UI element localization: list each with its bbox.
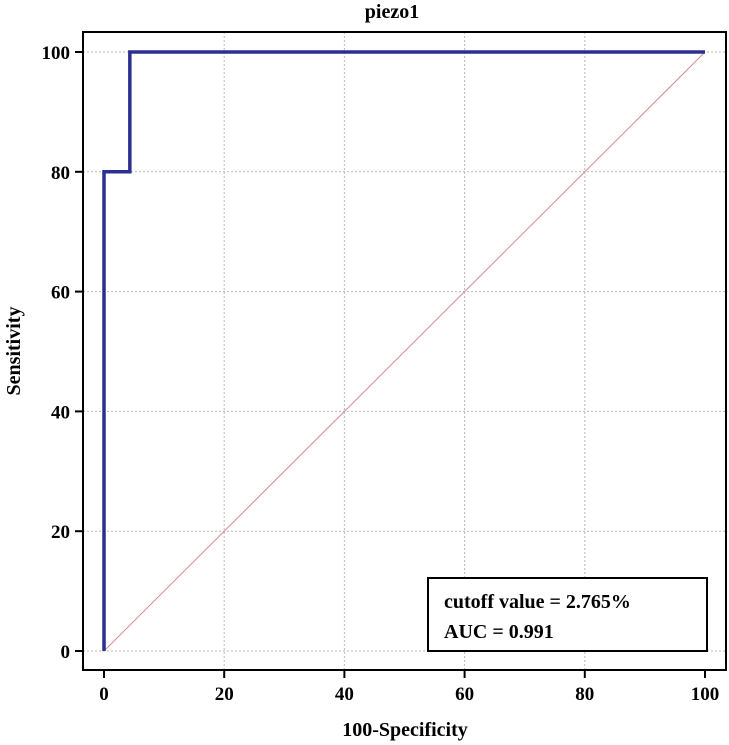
roc-curve-layer xyxy=(102,50,705,651)
reference-diagonal-line xyxy=(103,51,706,652)
x-tick-label-100: 100 xyxy=(691,684,720,705)
y-ticks: 0 20 40 60 80 100 xyxy=(42,43,83,663)
auc-annotation: AUC = 0.991 xyxy=(444,621,554,643)
y-tick-label-20: 20 xyxy=(51,522,70,543)
x-tick-label-80: 80 xyxy=(575,684,594,705)
y-tick-label-80: 80 xyxy=(51,163,70,184)
annotation-frame xyxy=(427,577,708,652)
y-tick-label-60: 60 xyxy=(51,283,70,304)
x-tick-label-40: 40 xyxy=(335,684,354,705)
cutoff-annotation: cutoff value = 2.765% xyxy=(444,591,631,613)
y-tick-label-40: 40 xyxy=(51,402,70,423)
chart-title: piezo1 xyxy=(365,1,419,23)
annotation-box: cutoff value = 2.765% AUC = 0.991 xyxy=(427,577,708,652)
x-tick-label-0: 0 xyxy=(99,684,109,705)
x-tick-label-60: 60 xyxy=(455,684,474,705)
roc-curve-line xyxy=(102,50,705,651)
plot-frame xyxy=(82,31,727,671)
x-axis-label: 100-Specificity xyxy=(342,719,468,741)
y-tick-label-100: 100 xyxy=(42,43,71,64)
y-tick-label-0: 0 xyxy=(61,642,71,663)
y-axis-label: Sensitivity xyxy=(3,307,25,396)
x-tick-label-20: 20 xyxy=(215,684,234,705)
x-ticks: 0 20 40 60 80 100 xyxy=(99,670,719,705)
reference-line-layer xyxy=(103,51,706,652)
